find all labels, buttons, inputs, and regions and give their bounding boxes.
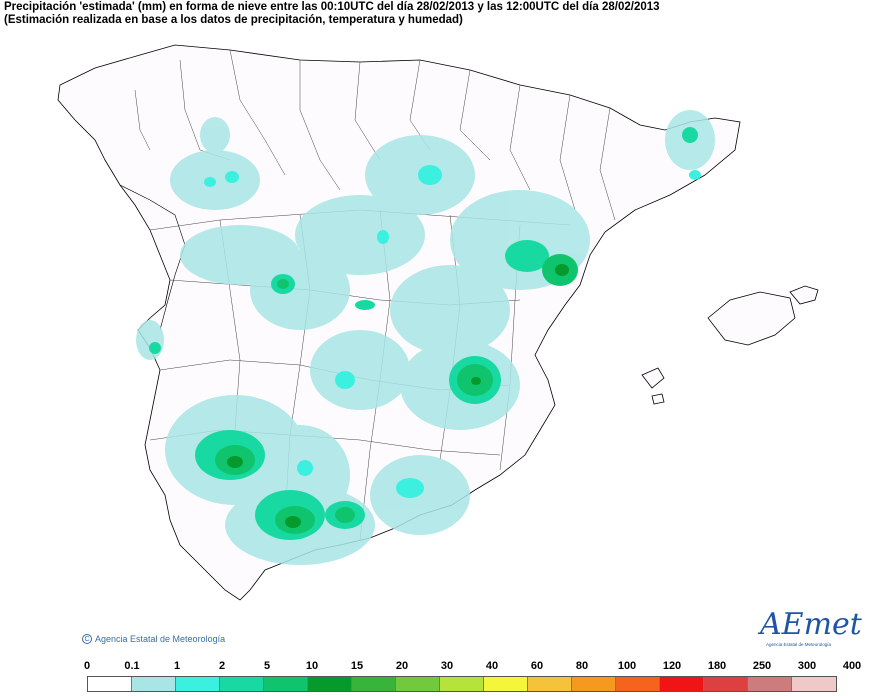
formentera (651, 393, 665, 405)
legend-label: 1 (173, 660, 181, 672)
legend-swatch (396, 677, 440, 691)
legend-label: 10 (305, 660, 319, 672)
legend-swatch (132, 677, 176, 691)
legend-swatch (748, 677, 792, 691)
precip-layer-10 (227, 264, 569, 528)
precip-layer-1 (204, 165, 701, 498)
legend-label: 100 (617, 660, 637, 672)
menorca (789, 285, 819, 305)
logo-subtitle: Agencia Estatal de Meteorología (766, 642, 832, 647)
legend-swatch (352, 677, 396, 691)
legend-label: 20 (395, 660, 409, 672)
legend-label: 2 (218, 660, 226, 672)
legend-label: 250 (752, 660, 772, 672)
legend-label: 400 (842, 660, 862, 672)
legend-swatch (88, 677, 132, 691)
legend-label: 0 (83, 660, 91, 672)
legend-label: 60 (530, 660, 544, 672)
legend-label: 300 (797, 660, 817, 672)
legend-swatch (660, 677, 704, 691)
copyright-notice: C Agencia Estatal de Meteorología (82, 634, 225, 644)
copyright-icon: C (82, 634, 92, 644)
logo-text: AEmet (760, 607, 862, 642)
legend-swatch (440, 677, 484, 691)
spain-snow-map (57, 44, 819, 601)
copyright-text: Agencia Estatal de Meteorología (95, 634, 226, 644)
legend-swatch (792, 677, 836, 691)
legend-swatch (264, 677, 308, 691)
legend-label: 15 (350, 660, 364, 672)
precip-layer-0.1 (136, 110, 715, 565)
title-line-2: (Estimación realizada en base a los dato… (4, 14, 463, 26)
legend-label: 0.1 (124, 660, 140, 672)
legend-label: 40 (485, 660, 499, 672)
legend-label: 5 (263, 660, 271, 672)
legend-swatch (176, 677, 220, 691)
legend-label: 120 (662, 660, 682, 672)
legend-swatch (220, 677, 264, 691)
aemet-logo: AEmet Agencia Estatal de Meteorología (758, 607, 862, 651)
map-title: Precipitación 'estimada' (mm) en forma d… (4, 1, 660, 27)
title-line-1: Precipitación 'estimada' (mm) en forma d… (4, 1, 660, 13)
mallorca (707, 291, 796, 346)
legend-swatch (572, 677, 616, 691)
legend-swatch (308, 677, 352, 691)
legend-swatch (528, 677, 572, 691)
legend-swatch (616, 677, 660, 691)
ibiza (641, 367, 665, 389)
legend-label: 30 (440, 660, 454, 672)
legend-labels: 0 0.1 1 2 5 10 15 20 30 40 60 80 100 120 180 250 300 400 (0, 660, 870, 674)
legend-swatch (704, 677, 748, 691)
legend-label: 180 (707, 660, 727, 672)
legend-label: 80 (575, 660, 589, 672)
legend-color-bar (87, 676, 837, 692)
legend-swatch (484, 677, 528, 691)
